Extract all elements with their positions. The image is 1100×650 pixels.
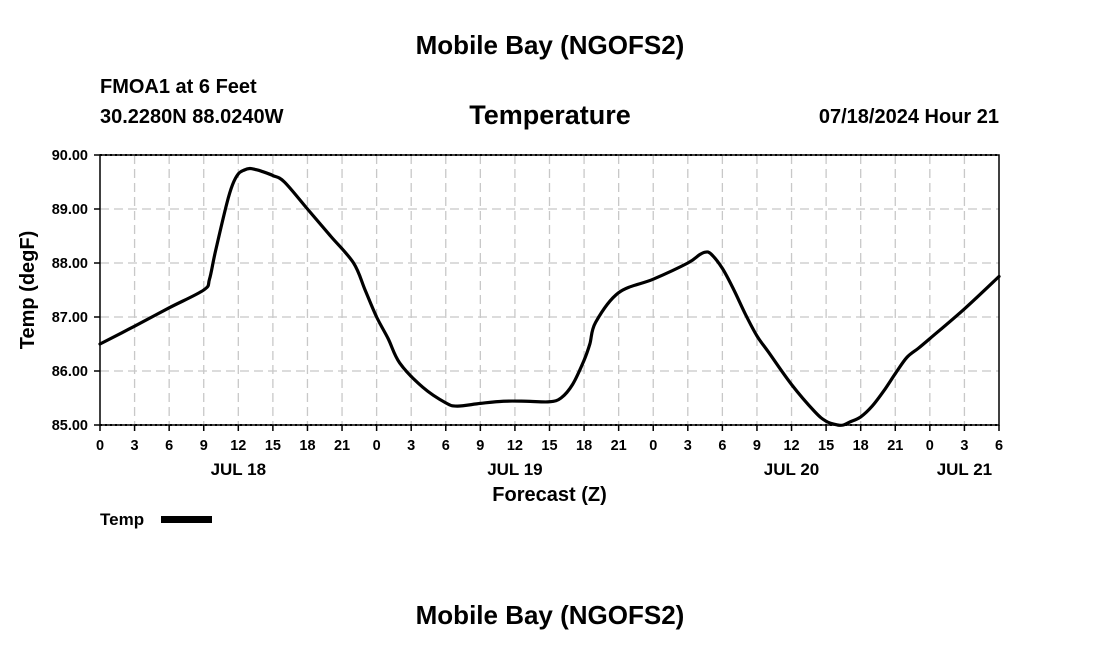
y-tick-label: 90.00	[52, 148, 88, 164]
x-tick-label: 6	[442, 438, 450, 454]
x-tick-label: 6	[995, 438, 1003, 454]
x-tick-label: 3	[960, 438, 968, 454]
x-tick-label: 15	[818, 438, 834, 454]
temp-series-line	[98, 166, 1001, 428]
x-tick-label: 12	[230, 438, 246, 454]
x-tick-label: 3	[407, 438, 415, 454]
legend-label: Temp	[100, 510, 145, 529]
x-tick-label: 21	[334, 438, 350, 454]
x-tick-label: 3	[131, 438, 139, 454]
x-tick-label: 18	[853, 438, 869, 454]
y-tick-label: 89.00	[52, 202, 88, 218]
x-tick-label: 9	[200, 438, 208, 454]
footer-title: Mobile Bay (NGOFS2)	[415, 600, 685, 630]
legend-line-swatch	[161, 516, 212, 523]
x-tick-label: 6	[165, 438, 173, 454]
x-tick-label: 15	[541, 438, 557, 454]
x-tick-label: 0	[649, 438, 657, 454]
date-label: JUL 18	[211, 460, 266, 479]
x-tick-label: 9	[753, 438, 761, 454]
x-tick-label: 21	[887, 438, 903, 454]
chart-title: Temperature	[469, 100, 631, 130]
x-tick-label: 21	[611, 438, 627, 454]
x-tick-label: 18	[299, 438, 315, 454]
y-tick-label: 87.00	[52, 310, 88, 326]
x-tick-label: 18	[576, 438, 592, 454]
x-tick-label: 12	[507, 438, 523, 454]
x-tick-label: 0	[96, 438, 104, 454]
date-labels: JUL 18 JUL 19 JUL 20 JUL 21	[211, 460, 993, 479]
x-tick-label: 15	[265, 438, 281, 454]
x-axis-label: Forecast (Z)	[492, 484, 606, 506]
forecast-datetime: 07/18/2024 Hour 21	[818, 106, 999, 128]
x-tick-label: 6	[718, 438, 726, 454]
x-tick-label: 0	[926, 438, 934, 454]
date-label: JUL 21	[937, 460, 992, 479]
x-axis-ticks: 0 3 6 9 12 15 18 21 0 3 6 9 12 15 18 21 0 3 6 9 12 15 18 21 0 3 6	[96, 425, 1003, 454]
y-tick-label: 88.00	[52, 256, 88, 272]
station-label: FMOA1 at 6 Feet	[100, 76, 257, 98]
station-coordinates: 30.2280N 88.0240W	[100, 106, 284, 128]
chart-grid	[100, 155, 999, 425]
x-tick-label: 0	[373, 438, 381, 454]
date-label: JUL 20	[764, 460, 819, 479]
x-tick-label: 3	[684, 438, 692, 454]
y-tick-label: 85.00	[52, 418, 88, 434]
y-axis-ticks: 85.00 86.00 87.00 88.00 89.00 90.00	[52, 148, 100, 434]
x-tick-label: 9	[476, 438, 484, 454]
page-title: Mobile Bay (NGOFS2)	[415, 30, 685, 60]
y-tick-label: 86.00	[52, 364, 88, 380]
y-axis-label: Temp (degF)	[17, 231, 39, 350]
date-label: JUL 19	[487, 460, 542, 479]
x-tick-label: 12	[783, 438, 799, 454]
